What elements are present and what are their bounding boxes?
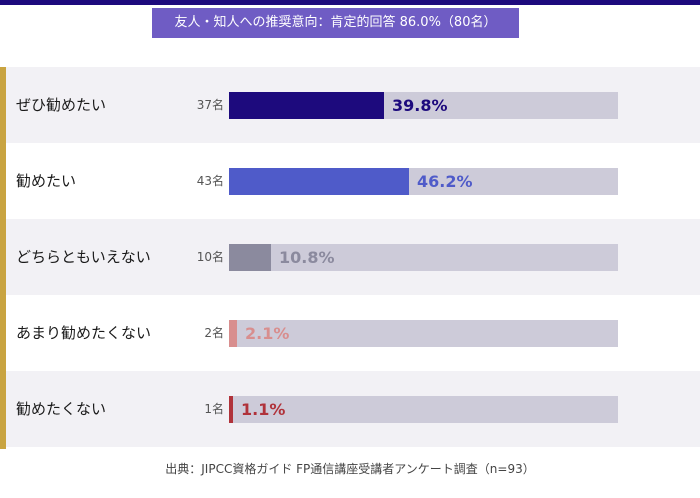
bar-track — [229, 244, 618, 271]
bar — [229, 168, 409, 195]
chart-row: どちらともいえない 10名 10.8% — [0, 219, 700, 295]
chart-row: あまり勧めたくない 2名 2.1% — [0, 295, 700, 371]
count-label: 43名 — [196, 174, 224, 188]
header-line — [0, 0, 700, 5]
count-label: 37名 — [196, 98, 224, 112]
category-label: ぜひ勧めたい — [16, 96, 107, 114]
bar-track — [229, 168, 618, 195]
accent-bar — [0, 67, 6, 449]
category-label: あまり勧めたくない — [16, 324, 152, 342]
bar — [229, 396, 233, 423]
value-label: 39.8% — [392, 96, 448, 115]
category-label: どちらともいえない — [16, 248, 151, 266]
bar — [229, 244, 271, 271]
chart-row: 勧めたい 43名 46.2% — [0, 143, 700, 219]
value-label: 46.2% — [417, 172, 473, 191]
bar — [229, 320, 237, 347]
source-note: 出典：JIPCC資格ガイド FP通信講座受講者アンケート調査（n=93） — [165, 462, 535, 476]
bar-track — [229, 320, 618, 347]
chart-row: ぜひ勧めたい 37名 39.8% — [0, 67, 700, 143]
value-label: 10.8% — [279, 248, 335, 267]
category-label: 勧めたい — [16, 172, 77, 190]
category-label: 勧めたくない — [16, 400, 107, 418]
chart-title: 友人・知人への推奨意向：肯定的回答 86.0%（80名） — [152, 8, 519, 38]
bar-track — [229, 92, 618, 119]
value-label: 1.1% — [241, 400, 286, 419]
count-label: 1名 — [204, 402, 224, 416]
bar — [229, 92, 384, 119]
bar-chart: ぜひ勧めたい 37名 39.8% 勧めたい 43名 46.2% どちらともいえない 10名 10… — [0, 67, 700, 452]
bar-track — [229, 396, 618, 423]
value-label: 2.1% — [245, 324, 290, 343]
count-label: 10名 — [196, 250, 224, 264]
chart-row: 勧めたくない 1名 1.1% — [0, 371, 700, 447]
count-label: 2名 — [204, 326, 224, 340]
